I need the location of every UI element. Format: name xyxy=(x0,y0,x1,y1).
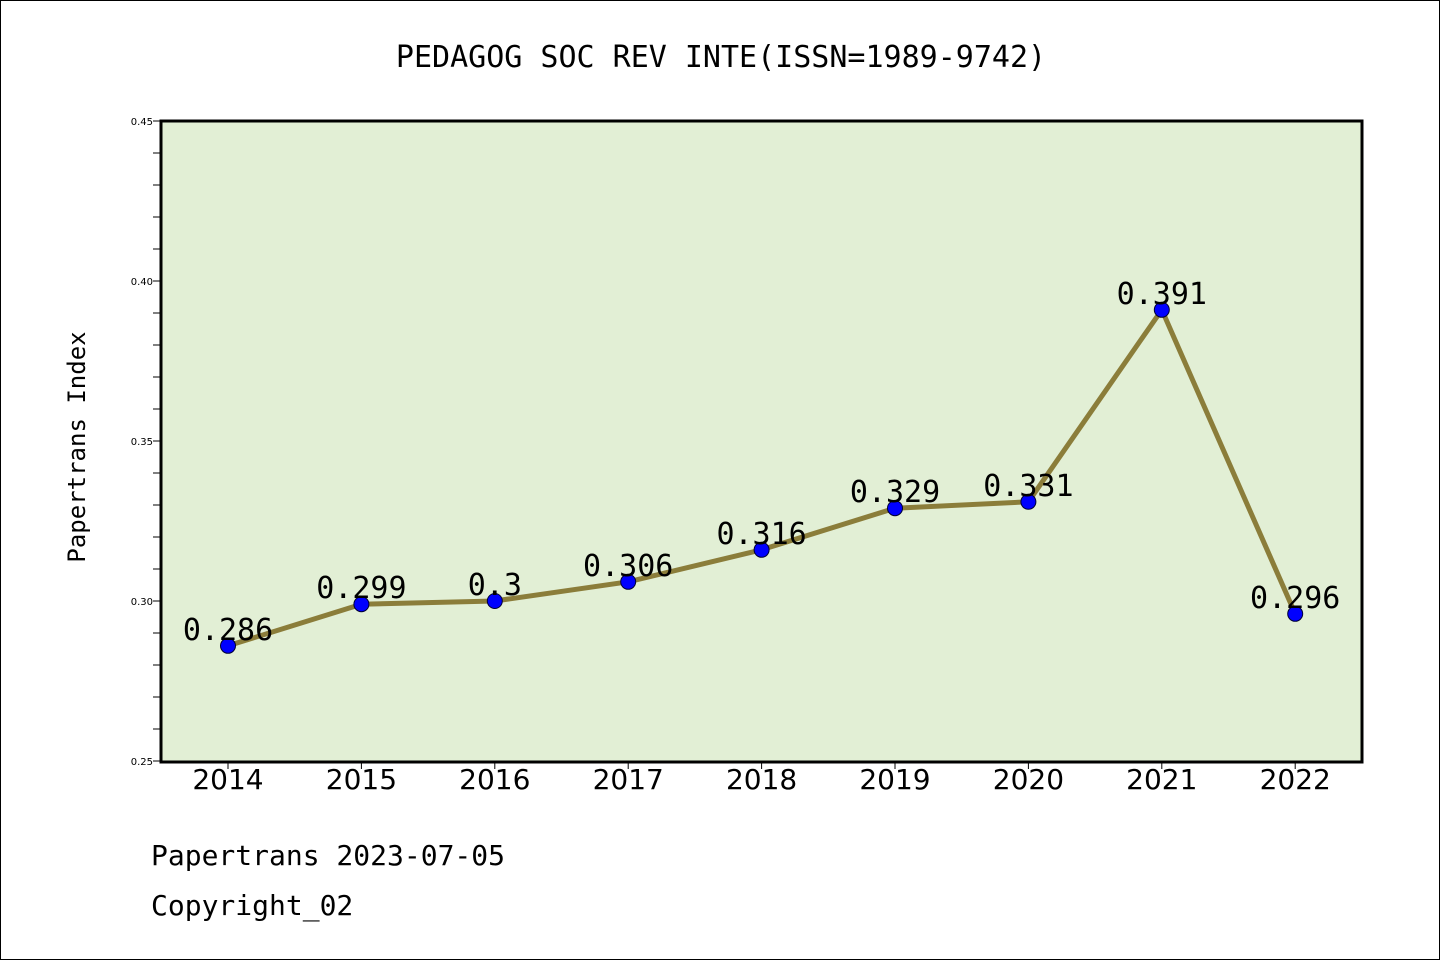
x-tick-label: 2021 xyxy=(1126,763,1197,796)
y-tick-label: 0.35 xyxy=(131,437,153,448)
x-tick-label: 2015 xyxy=(326,763,397,796)
data-label: 0.3 xyxy=(468,568,522,603)
x-tick-label: 2022 xyxy=(1260,763,1331,796)
y-axis-label: Papertrans Index xyxy=(63,331,91,562)
x-tick-label: 2014 xyxy=(192,763,263,796)
chart-title: PEDAGOG SOC REV INTE(ISSN=1989-9742) xyxy=(396,40,1046,75)
data-point xyxy=(887,500,903,517)
x-axis: 2014 2015 2016 2017 2018 2019 2020 2021 2022 xyxy=(192,761,1331,796)
data-point xyxy=(220,637,236,654)
x-tick-label: 2017 xyxy=(593,763,664,796)
data-label: 0.299 xyxy=(316,571,406,606)
data-label: 0.331 xyxy=(983,469,1073,504)
x-tick-label: 2016 xyxy=(459,763,530,796)
plot-area xyxy=(159,119,1364,764)
data-label: 0.391 xyxy=(1117,277,1207,312)
y-tick-label: 0.45 xyxy=(131,117,153,128)
data-label: 0.329 xyxy=(850,475,940,510)
y-tick-label: 0.40 xyxy=(131,277,153,288)
x-tick-label: 2018 xyxy=(726,763,797,796)
data-point xyxy=(486,593,503,609)
footer-source: Papertrans 2023-07-05 xyxy=(151,839,505,872)
y-tick-label: 0.25 xyxy=(131,757,153,768)
data-point xyxy=(1153,301,1170,318)
data-point xyxy=(620,573,637,590)
data-label: 0.286 xyxy=(183,613,273,648)
data-series: 0.286 0.299 0.3 0.306 0.316 0.329 0.331 0.391 0.… xyxy=(183,277,1340,654)
y-axis: 0.25 0.30 0.35 0.40 0.45 xyxy=(131,117,161,768)
data-label: 0.296 xyxy=(1250,581,1340,616)
y-tick-label: 0.30 xyxy=(131,597,153,608)
data-point xyxy=(353,596,370,613)
data-label: 0.316 xyxy=(716,517,806,552)
data-point xyxy=(753,541,770,558)
footer-copyright: Copyright_02 xyxy=(151,889,353,923)
data-point xyxy=(1020,493,1037,510)
data-point xyxy=(1287,605,1304,622)
data-label: 0.306 xyxy=(583,549,673,584)
x-tick-label: 2019 xyxy=(859,763,930,796)
x-tick-label: 2020 xyxy=(993,763,1064,796)
